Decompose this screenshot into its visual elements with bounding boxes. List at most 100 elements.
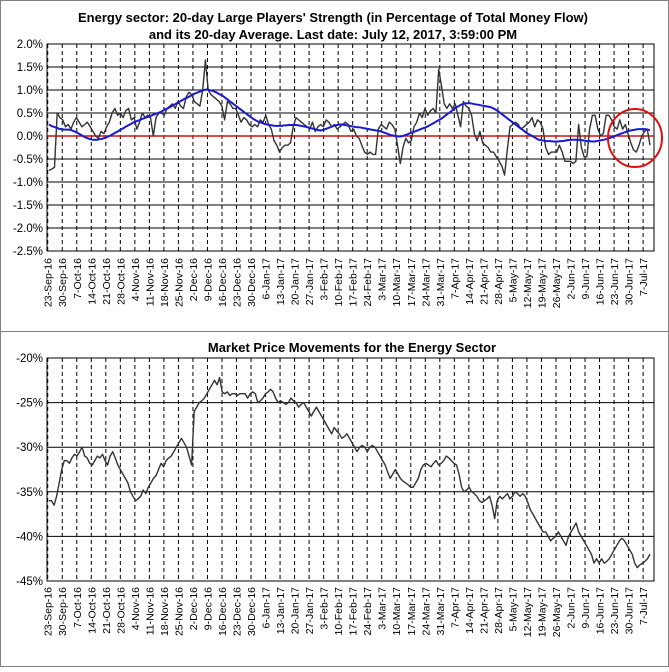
- x-tick-label: 6-Jan-17: [261, 258, 273, 300]
- x-tick-label: 28-Oct-16: [115, 258, 127, 305]
- x-tick-label: 17-Mar-17: [406, 587, 418, 636]
- y-tick-label: -20%: [16, 353, 43, 365]
- x-tick-label: 14-Oct-16: [86, 258, 98, 305]
- bottom-chart-title: Market Price Movements for the Energy Se…: [208, 340, 496, 355]
- y-tick-label: -1.0%: [13, 177, 43, 189]
- price-series-line: [49, 376, 651, 569]
- x-tick-label: 3-Feb-17: [319, 258, 331, 301]
- y-tick-label: -2.0%: [13, 223, 43, 235]
- x-tick-label: 24-Mar-17: [420, 587, 432, 636]
- x-tick-label: 10-Feb-17: [333, 258, 345, 307]
- x-tick-label: 7-Apr-17: [449, 587, 461, 628]
- x-tick-label: 16-Jun-17: [595, 587, 607, 634]
- x-tick-label: 17-Mar-17: [406, 258, 418, 307]
- x-tick-label: 10-Feb-17: [333, 587, 345, 636]
- x-tick-label: 21-Apr-17: [478, 587, 490, 634]
- x-tick-label: 14-Apr-17: [464, 587, 476, 634]
- x-tick-label: 21-Oct-16: [101, 258, 113, 305]
- x-tick-label: 9-Jun-17: [580, 258, 592, 300]
- y-tick-label: 0.5%: [17, 108, 43, 120]
- x-tick-label: 12-May-17: [522, 587, 534, 637]
- x-tick-label: 28-Oct-16: [115, 587, 127, 634]
- y-tick-label: 1.0%: [17, 85, 43, 97]
- y-tick-label: -30%: [16, 442, 43, 454]
- bottom-chart-x-axis: 23-Sep-16 30-Sep-16 7-Oct-16 14-Oct-16 21-Oc…: [43, 587, 650, 637]
- x-tick-label: 5-May-17: [507, 258, 519, 303]
- x-tick-label: 14-Oct-16: [86, 587, 98, 634]
- x-tick-label: 11-Nov-16: [144, 258, 156, 306]
- y-tick-label: -35%: [16, 487, 43, 499]
- x-tick-label: 2-Dec-16: [188, 587, 200, 630]
- x-tick-label: 4-Nov-16: [130, 587, 142, 630]
- x-tick-label: 9-Jun-17: [580, 587, 592, 629]
- y-tick-label: -25%: [16, 398, 43, 410]
- y-tick-label: -40%: [16, 531, 43, 543]
- x-tick-label: 26-May-17: [551, 258, 563, 308]
- x-tick-label: 6-Jan-17: [261, 587, 273, 629]
- bottom-chart-series: [49, 376, 651, 569]
- x-tick-label: 9-Dec-16: [202, 258, 214, 301]
- y-tick-label: 2.0%: [17, 39, 43, 51]
- x-tick-label: 18-Nov-16: [159, 587, 171, 636]
- x-tick-label: 17-Feb-17: [348, 258, 360, 307]
- x-tick-label: 27-Jan-17: [304, 587, 316, 634]
- x-tick-label: 30-Dec-16: [246, 258, 258, 307]
- x-tick-label: 14-Apr-17: [464, 258, 476, 305]
- x-tick-label: 13-Jan-17: [275, 587, 287, 634]
- x-tick-label: 25-Nov-16: [173, 258, 185, 307]
- x-tick-label: 4-Nov-16: [130, 258, 142, 301]
- x-tick-label: 24-Mar-17: [420, 258, 432, 307]
- x-tick-label: 23-Jun-17: [609, 587, 621, 634]
- x-tick-label: 19-May-17: [536, 587, 548, 637]
- y-tick-label: 1.5%: [17, 62, 43, 74]
- average-series-line: [48, 88, 651, 143]
- x-tick-label: 16-Jun-17: [595, 258, 607, 305]
- y-tick-label: -0.5%: [13, 154, 43, 166]
- top-chart-title: Energy sector: 20-day Large Players' Str…: [78, 10, 588, 25]
- x-tick-label: 17-Feb-17: [348, 587, 360, 636]
- top-chart-x-axis: 23-Sep-16 30-Sep-16 7-Oct-16 14-Oct-16 21-Oc…: [43, 258, 650, 308]
- x-tick-label: 5-May-17: [507, 587, 519, 632]
- x-tick-label: 26-May-17: [551, 587, 563, 637]
- x-tick-label: 23-Dec-16: [232, 258, 244, 307]
- x-tick-label: 2-Dec-16: [188, 258, 200, 301]
- x-tick-label: 3-Feb-17: [319, 587, 331, 630]
- x-tick-label: 16-Dec-16: [217, 258, 229, 307]
- x-tick-label: 27-Jan-17: [304, 258, 316, 305]
- highlight-circle: [607, 108, 663, 168]
- top-chart-subtitle: and its 20-day Average. Last date: July …: [149, 27, 517, 42]
- x-tick-label: 31-Mar-17: [435, 258, 447, 307]
- x-tick-label: 24-Feb-17: [362, 587, 374, 636]
- x-tick-label: 21-Apr-17: [478, 258, 490, 305]
- x-tick-label: 2-Jun-17: [566, 258, 578, 300]
- x-tick-label: 18-Nov-16: [159, 258, 171, 307]
- top-chart-y-axis: 2.0% 1.5% 1.0% 0.5% 0.0% -0.5% -1.0% -1.5% -2.0%…: [13, 39, 43, 258]
- y-tick-label: -1.5%: [13, 200, 43, 212]
- x-tick-label: 3-Mar-17: [377, 258, 389, 301]
- x-tick-label: 10-Mar-17: [391, 587, 403, 636]
- x-tick-label: 30-Sep-16: [57, 258, 69, 307]
- x-tick-label: 13-Jan-17: [275, 258, 287, 305]
- x-tick-label: 23-Sep-16: [43, 258, 55, 307]
- y-tick-label: -2.5%: [13, 246, 43, 258]
- x-tick-label: 30-Sep-16: [57, 587, 69, 636]
- x-tick-label: 28-Apr-17: [493, 587, 505, 634]
- x-tick-label: 20-Jan-17: [290, 258, 302, 305]
- bottom-chart-grid: [46, 357, 655, 582]
- x-tick-label: 28-Apr-17: [493, 258, 505, 305]
- x-tick-label: 12-May-17: [522, 258, 534, 308]
- x-tick-label: 3-Mar-17: [377, 587, 389, 630]
- x-tick-label: 10-Mar-17: [391, 258, 403, 307]
- top-chart-grid: [46, 43, 655, 252]
- x-tick-label: 25-Nov-16: [173, 587, 185, 636]
- x-tick-label: 30-Jun-17: [624, 587, 636, 634]
- y-tick-label: 0.0%: [17, 131, 43, 143]
- x-tick-label: 9-Dec-16: [202, 587, 214, 630]
- x-tick-label: 7-Jul-17: [638, 258, 650, 296]
- x-tick-label: 23-Jun-17: [609, 258, 621, 305]
- x-tick-label: 21-Oct-16: [101, 587, 113, 634]
- x-tick-label: 7-Apr-17: [449, 258, 461, 299]
